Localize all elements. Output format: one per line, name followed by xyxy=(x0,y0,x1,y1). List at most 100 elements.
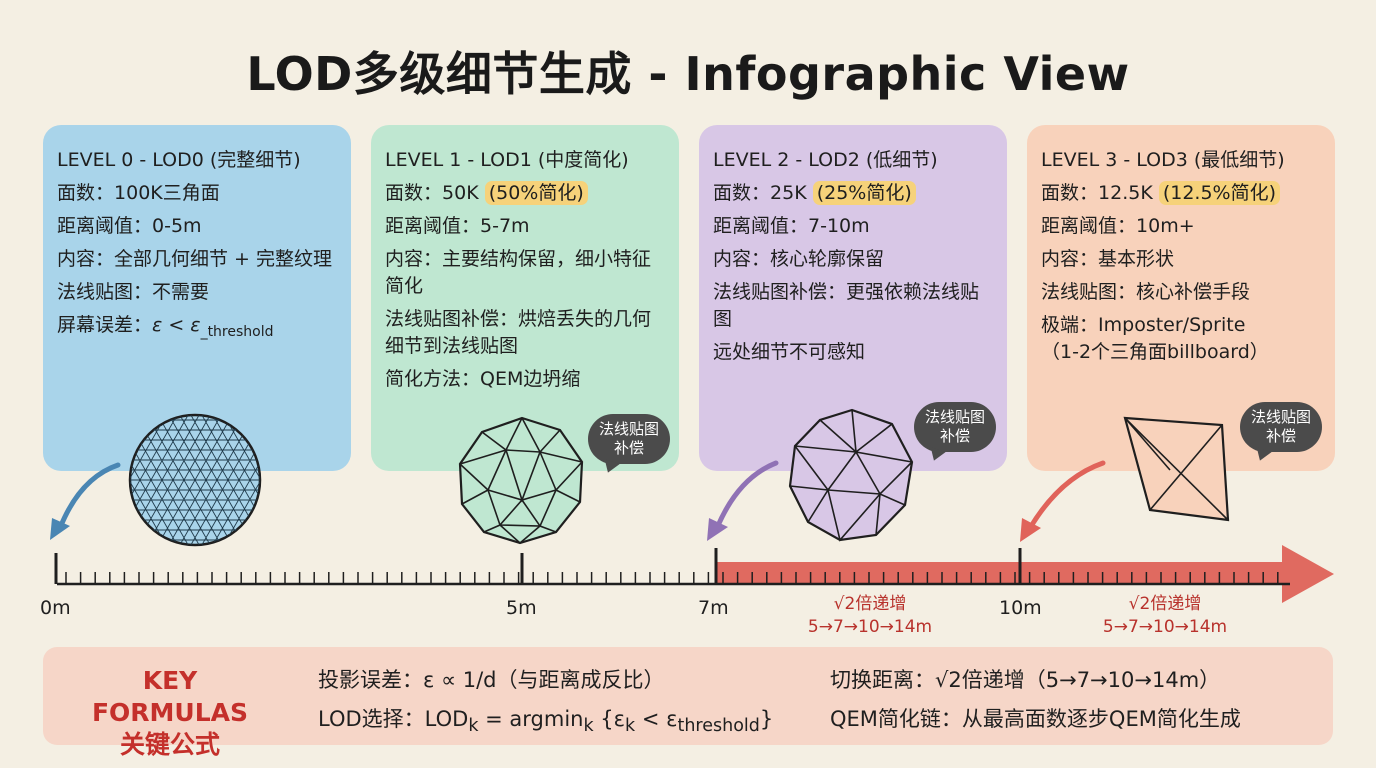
mesh-line xyxy=(1,410,81,550)
faces-row: 面数：25K (25%简化) xyxy=(713,180,993,207)
growth-ratio: √2倍递增 xyxy=(833,594,907,614)
mesh-line xyxy=(130,415,170,545)
extreme-value: Imposter/Sprite xyxy=(1098,314,1246,336)
growth-ratio: √2倍递增 xyxy=(1128,594,1202,614)
normal-map-bubble: 法线贴图 补偿 xyxy=(914,402,996,452)
formula-sub: threshold xyxy=(677,716,760,737)
mesh-line xyxy=(1,410,81,550)
faces-label: 面数： xyxy=(1041,182,1099,204)
faces-row: 面数：50K (50%简化) xyxy=(385,180,665,207)
mesh-line xyxy=(34,410,114,550)
mesh-line xyxy=(130,415,137,545)
content-row: 内容：全部几何细节 + 完整纹理 xyxy=(57,246,337,273)
mesh-line xyxy=(220,415,260,545)
distance-row: 距离阈值：5-7m xyxy=(385,213,665,240)
axis-label-0m: 0m xyxy=(40,597,71,619)
simplify-badge: (25%简化) xyxy=(812,181,916,205)
mesh-line xyxy=(154,415,236,545)
faces-label: 面数： xyxy=(57,182,115,204)
formula-part: } xyxy=(759,707,774,731)
content-label: 内容： xyxy=(1041,248,1099,270)
distance-label: 距离阈值： xyxy=(385,215,481,237)
content-label: 内容： xyxy=(57,248,115,270)
faces-label: 面数： xyxy=(713,182,771,204)
normal-map-label: 法线贴图： xyxy=(1041,281,1137,303)
formula-part: {ε xyxy=(593,707,625,731)
screen-error-label: 屏幕误差： xyxy=(57,314,153,336)
mesh-line xyxy=(298,410,378,550)
mesh-line xyxy=(130,415,170,545)
distance-row: 距离阈值：0-5m xyxy=(57,213,337,240)
arrow-head-lod3-icon xyxy=(1020,518,1041,542)
mesh-line xyxy=(309,410,389,550)
normal-map-value: 烘焙丢失的几何细节到法线贴图 xyxy=(385,308,652,357)
bubble-line: 补偿 xyxy=(613,439,644,457)
formula-sub: k xyxy=(625,716,636,737)
screen-error-value: ε < ε xyxy=(152,314,201,336)
lod1-mesh-icon xyxy=(458,416,584,545)
faces-label: 面数： xyxy=(385,182,443,204)
formula-value: ε ∝ 1/d（与距离成反比） xyxy=(423,668,665,692)
page-title: LOD多级细节生成 - Infographic View xyxy=(246,47,1130,101)
content-label: 内容： xyxy=(713,248,771,270)
formula-sub: k xyxy=(583,716,594,737)
distance-value: 5-7m xyxy=(480,215,530,237)
normal-map-bubble: 法线贴图 补偿 xyxy=(1240,402,1322,452)
faces-row: 面数：100K三角面 xyxy=(57,180,337,207)
mesh-line xyxy=(298,410,378,550)
bubble-line: 法线贴图 xyxy=(924,408,985,426)
formula-part: < ε xyxy=(635,707,678,731)
card-heading: LEVEL 1 - LOD1 (中度简化) xyxy=(385,149,629,171)
axis-label-7m: 7m xyxy=(698,597,729,619)
distance-value: 7-10m xyxy=(808,215,870,237)
formula-label: 投影误差： xyxy=(318,668,423,692)
normal-map-row: 法线贴图：核心补偿手段 xyxy=(1041,279,1321,306)
normal-map-value: 核心补偿手段 xyxy=(1136,281,1251,303)
mesh-line xyxy=(265,410,345,550)
ruler-arrowhead-icon xyxy=(1282,545,1334,603)
qem-chain-formula: QEM简化链：从最高面数逐步QEM简化生成 xyxy=(830,703,1241,733)
mesh-line xyxy=(253,415,260,545)
content-value: 基本形状 xyxy=(1098,248,1175,270)
normal-map-value: 更强依赖法线贴图 xyxy=(713,281,980,330)
growth-note: √2倍递增 5→7→10→14m xyxy=(1080,593,1250,639)
growth-sequence: 5→7→10→14m xyxy=(807,617,933,637)
distance-value: 10m+ xyxy=(1136,215,1195,237)
distance-label: 距离阈值： xyxy=(1041,215,1137,237)
method-value: QEM边坍缩 xyxy=(480,368,581,390)
arrow-head-lod0-icon xyxy=(50,518,70,540)
distance-ruler xyxy=(54,545,1334,603)
formula-part: LOD xyxy=(424,707,469,731)
faces-value: 100K三角面 xyxy=(114,182,220,204)
extra-row: 远处细节不可感知 xyxy=(713,341,866,363)
normal-map-label: 法线贴图： xyxy=(57,281,153,303)
mesh-line xyxy=(265,410,345,550)
normal-map-label: 法线贴图补偿： xyxy=(385,308,519,330)
mesh-line xyxy=(276,410,356,550)
formula-label: LOD选择： xyxy=(318,707,425,731)
content-row: 内容：核心轮廓保留 xyxy=(713,246,993,273)
key-formulas-heading: KEY FORMULAS 关键公式 xyxy=(65,665,275,761)
key-formulas-cn: 关键公式 xyxy=(119,730,220,759)
screen-error-row: 屏幕误差：ε < ε_threshold xyxy=(57,312,337,346)
lod-selection-formula: LOD选择：LODk = argmink {εk < εthreshold} xyxy=(318,703,773,736)
normal-map-row: 法线贴图补偿：更强依赖法线贴图 xyxy=(713,279,993,333)
distance-row: 距离阈值：7-10m xyxy=(713,213,993,240)
faces-value: 25K xyxy=(770,182,807,204)
simplify-badge: (50%简化) xyxy=(484,181,588,205)
mesh-line xyxy=(130,415,181,545)
distance-label: 距离阈值： xyxy=(713,215,809,237)
growth-sequence: 5→7→10→14m xyxy=(1102,617,1228,637)
arrow-head-lod2-icon xyxy=(707,518,728,541)
distance-label: 距离阈值： xyxy=(57,215,153,237)
extreme-note: （1-2个三角面billboard） xyxy=(1041,341,1269,363)
lod3-billboard-icon xyxy=(1123,416,1230,522)
key-formulas-en: KEY FORMULAS xyxy=(91,666,249,727)
method-label: 简化方法： xyxy=(385,368,481,390)
simplify-badge: (12.5%简化) xyxy=(1158,181,1281,205)
normal-map-bubble: 法线贴图 补偿 xyxy=(588,414,670,464)
formula-label: 切换距离： xyxy=(830,668,935,692)
bubble-line: 补偿 xyxy=(1265,427,1296,445)
formula-value: √2倍递增（5→7→10→14m） xyxy=(935,668,1221,692)
